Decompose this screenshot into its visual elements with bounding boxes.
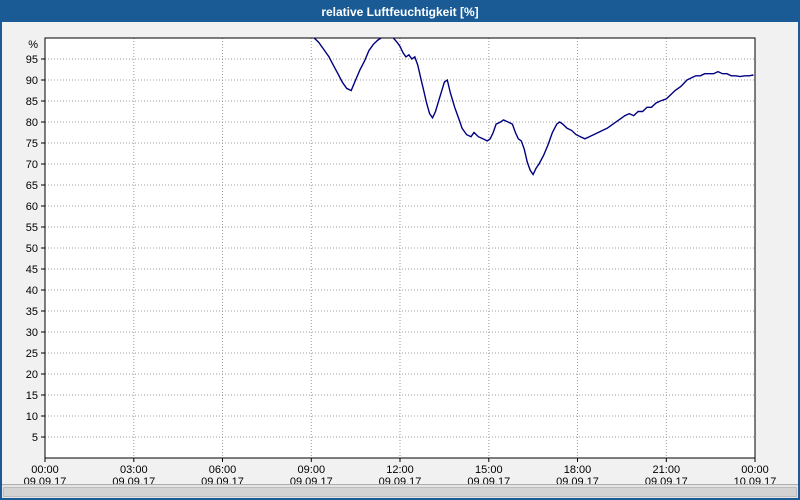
svg-text:15:00: 15:00 (475, 464, 503, 476)
svg-text:09.09.17: 09.09.17 (201, 476, 244, 484)
svg-text:18:00: 18:00 (564, 464, 592, 476)
svg-text:75: 75 (26, 138, 38, 150)
svg-text:70: 70 (26, 159, 38, 171)
svg-text:09.09.17: 09.09.17 (290, 476, 333, 484)
horizontal-scrollbar[interactable] (2, 484, 798, 498)
svg-text:09.09.17: 09.09.17 (556, 476, 599, 484)
title-bar: relative Luftfeuchtigkeit [%] (2, 2, 798, 22)
svg-text:06:00: 06:00 (209, 464, 237, 476)
svg-text:20: 20 (26, 369, 38, 381)
svg-text:50: 50 (26, 243, 38, 255)
svg-text:03:00: 03:00 (120, 464, 148, 476)
svg-text:00:00: 00:00 (31, 464, 59, 476)
svg-text:00:00: 00:00 (741, 464, 769, 476)
svg-text:65: 65 (26, 180, 38, 192)
svg-text:35: 35 (26, 306, 38, 318)
svg-text:80: 80 (26, 117, 38, 129)
svg-text:25: 25 (26, 348, 38, 360)
chart-title: relative Luftfeuchtigkeit [%] (321, 5, 479, 19)
svg-text:10: 10 (26, 411, 38, 423)
svg-text:85: 85 (26, 96, 38, 108)
svg-text:90: 90 (26, 75, 38, 87)
chart-area: 5 10 15 20 25 30 35 40 45 50 55 60 65 70 75 80 85 90 95 00:… (2, 22, 798, 484)
svg-text:09.09.17: 09.09.17 (645, 476, 688, 484)
svg-text:09.09.17: 09.09.17 (379, 476, 422, 484)
humidity-line-chart: 5 10 15 20 25 30 35 40 45 50 55 60 65 70 75 80 85 90 95 00:… (24, 37, 777, 484)
svg-text:45: 45 (26, 264, 38, 276)
svg-text:5: 5 (32, 432, 38, 444)
svg-text:95: 95 (26, 54, 38, 66)
svg-text:%: % (28, 39, 38, 51)
svg-text:09.09.17: 09.09.17 (467, 476, 510, 484)
svg-text:60: 60 (26, 201, 38, 213)
svg-text:55: 55 (26, 222, 38, 234)
svg-text:40: 40 (26, 285, 38, 297)
svg-text:09.09.17: 09.09.17 (112, 476, 155, 484)
horizontal-scrollbar-thumb[interactable] (3, 487, 797, 497)
svg-text:09:00: 09:00 (298, 464, 326, 476)
svg-text:12:00: 12:00 (386, 464, 414, 476)
svg-text:21:00: 21:00 (653, 464, 681, 476)
svg-text:09.09.17: 09.09.17 (24, 476, 67, 484)
svg-text:15: 15 (26, 390, 38, 402)
svg-text:10.09.17: 10.09.17 (734, 476, 777, 484)
svg-text:30: 30 (26, 327, 38, 339)
